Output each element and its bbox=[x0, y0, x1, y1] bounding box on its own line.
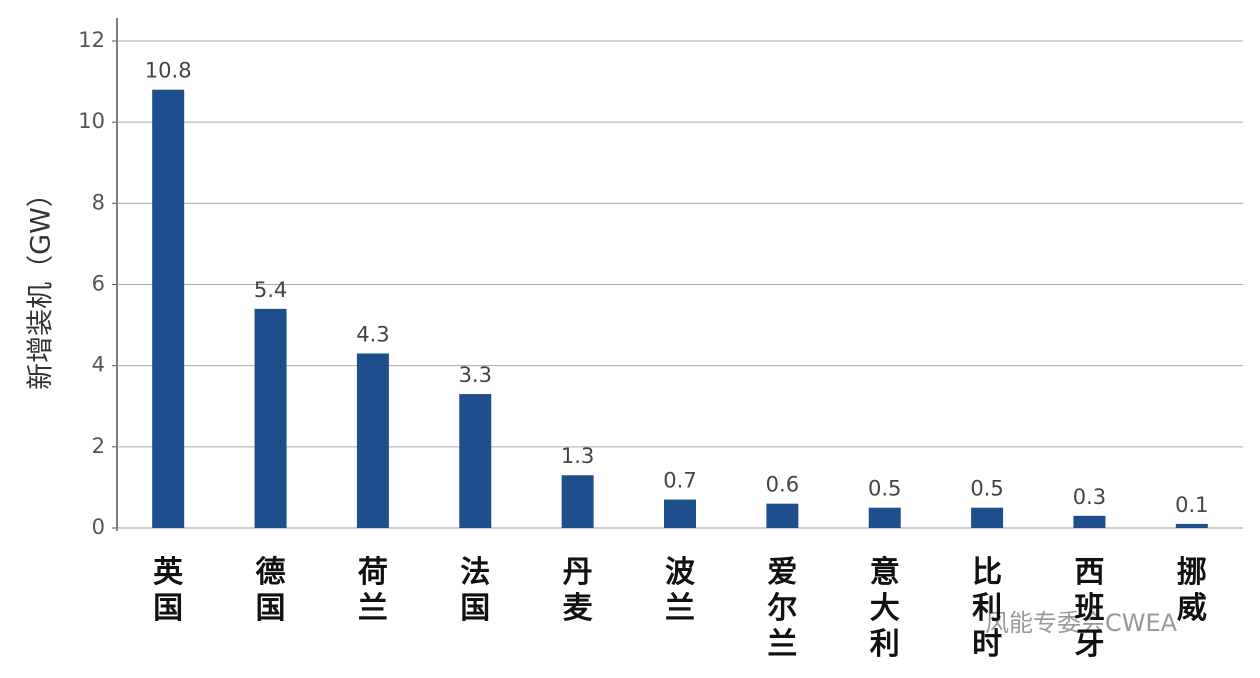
bar bbox=[1175, 523, 1208, 528]
x-tick-label: 意大利 bbox=[870, 555, 900, 662]
x-tick-label: 挪威 bbox=[1177, 555, 1207, 626]
bar bbox=[664, 499, 696, 528]
value-label: 0.5 bbox=[970, 477, 1003, 501]
value-label: 3.3 bbox=[459, 363, 492, 387]
value-label: 0.7 bbox=[663, 469, 696, 493]
y-tick-label: 10 bbox=[78, 109, 105, 133]
y-tick-label: 6 bbox=[92, 272, 105, 296]
bar bbox=[868, 507, 901, 528]
y-tick-label: 8 bbox=[92, 190, 105, 214]
bar bbox=[1073, 515, 1106, 528]
value-label: 10.8 bbox=[145, 59, 192, 83]
y-tick-label: 4 bbox=[92, 353, 105, 377]
x-tick-label: 丹麦 bbox=[563, 555, 594, 626]
bar bbox=[971, 507, 1004, 528]
bar bbox=[152, 89, 185, 528]
y-axis-label: 新增装机（GW） bbox=[26, 180, 57, 390]
x-tick-label: 比利时 bbox=[972, 555, 1002, 662]
watermark: 风能专委会CWEA bbox=[985, 609, 1178, 637]
bar bbox=[356, 353, 389, 528]
value-label: 0.6 bbox=[766, 473, 799, 497]
value-label: 1.3 bbox=[561, 444, 594, 468]
value-label: 0.3 bbox=[1073, 485, 1106, 509]
bar bbox=[459, 394, 492, 528]
value-label: 5.4 bbox=[254, 278, 287, 302]
y-tick-label: 0 bbox=[92, 515, 105, 539]
x-tick-label: 爱尔兰 bbox=[767, 555, 797, 662]
x-tick-label: 法国 bbox=[460, 555, 490, 626]
bar bbox=[254, 308, 287, 528]
y-tick-label: 2 bbox=[92, 434, 105, 458]
value-label: 0.5 bbox=[868, 477, 901, 501]
x-tick-label: 西班牙 bbox=[1074, 555, 1104, 662]
y-tick-label: 12 bbox=[78, 28, 105, 52]
x-tick-label: 德国 bbox=[256, 555, 286, 626]
value-label: 0.1 bbox=[1175, 493, 1208, 517]
value-label: 4.3 bbox=[356, 322, 389, 346]
x-tick-label: 波兰 bbox=[665, 555, 696, 626]
x-tick-label: 英国 bbox=[153, 555, 184, 626]
bar bbox=[766, 503, 799, 528]
bar bbox=[561, 475, 594, 528]
x-tick-label: 荷兰 bbox=[358, 555, 388, 626]
